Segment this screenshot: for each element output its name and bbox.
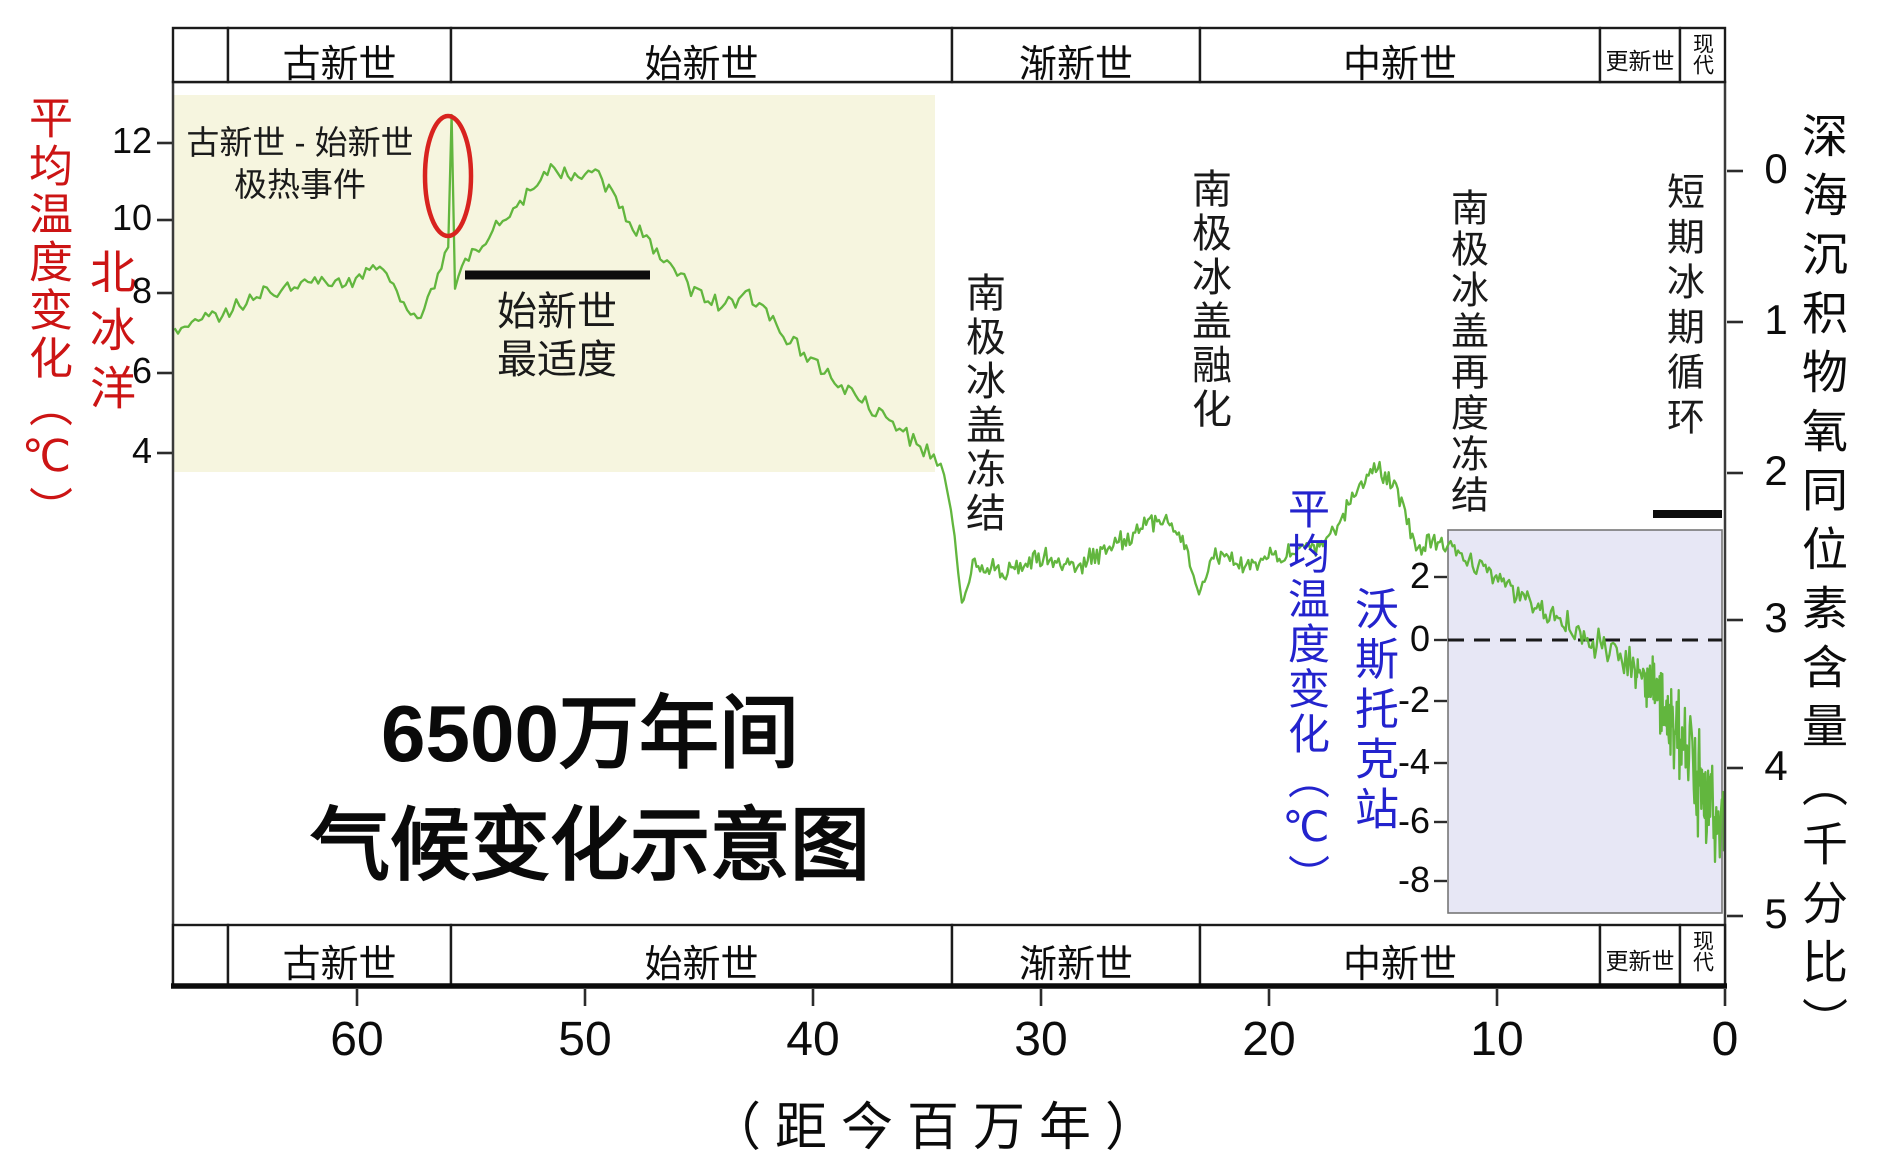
epoch-label-top-2: 始新世 (644, 43, 759, 86)
right-tick-label-0: 0 (1764, 145, 1788, 192)
epoch-cell (1198, 923, 1602, 987)
left-axis-title: 平均温度变化（℃） (22, 95, 71, 534)
right-tick-label-1: 1 (1764, 296, 1788, 343)
epoch-label-bottom-3: 渐新世 (1018, 943, 1133, 986)
epoch-cell (1678, 923, 1727, 987)
epoch-cell (1678, 26, 1727, 84)
vostok-inset-box (1447, 529, 1723, 914)
antarctic-freeze-label: 南极冰盖冻结 (960, 272, 1004, 536)
right-axis-title: 深海沉积物氧同位素含量（千分比） (1796, 112, 1848, 1056)
arctic-ocean-label: 北冰洋 (84, 248, 136, 422)
inset-tick-label-0: 0 (1409, 618, 1430, 659)
x-tick-label-60: 60 (330, 1013, 384, 1066)
chart-title-line2: 气候变化示意图 (310, 801, 870, 890)
epoch-cell (950, 26, 1202, 84)
epoch-label-top-5: 更新世 (1605, 47, 1675, 74)
petm-highlight-ellipse (422, 113, 474, 239)
eocene-optimum-line2: 最适度 (497, 338, 617, 382)
epoch-label-bottom-5: 更新世 (1605, 947, 1675, 974)
right-tick-label-4: 4 (1764, 742, 1788, 789)
epoch-label-bottom-6: 现代 (1690, 930, 1714, 972)
left-tick-label-8: 8 (131, 270, 152, 311)
inset-tick-label--2: -2 (1397, 679, 1430, 720)
petm-annotation-line1: 古新世 - 始新世 (186, 124, 414, 161)
ice-cycles-label: 短期冰期循环 (1660, 172, 1703, 442)
inset-tick-label-2: 2 (1409, 555, 1430, 596)
eocene-optimum-line1: 始新世 (497, 290, 617, 334)
eocene-optimum-annotation: 始新世 最适度 (407, 288, 707, 384)
epoch-cell (1598, 26, 1682, 84)
antarctic-melt-label: 南极冰盖融化 (1186, 168, 1230, 432)
vostok-station-label: 沃斯托克站 (1348, 586, 1397, 836)
x-tick-label-0: 0 (1711, 1013, 1739, 1066)
chart-title-line1: 6500万年间 (381, 689, 799, 778)
epoch-cell (1198, 26, 1602, 84)
epoch-cell (226, 923, 453, 987)
epoch-label-top-3: 渐新世 (1018, 43, 1133, 86)
epoch-cell (171, 923, 230, 987)
epoch-label-bottom-4: 中新世 (1342, 943, 1457, 986)
epoch-cell (226, 26, 453, 84)
epoch-cell (449, 923, 954, 987)
left-tick-label-6: 6 (131, 350, 152, 391)
epoch-label-bottom-1: 古新世 (282, 943, 397, 986)
epoch-label-bottom-2: 始新世 (644, 943, 759, 986)
right-tick-label-5: 5 (1764, 890, 1788, 937)
x-tick-label-20: 20 (1242, 1013, 1296, 1066)
x-tick-label-40: 40 (786, 1013, 840, 1066)
x-tick-label-30: 30 (1014, 1013, 1068, 1066)
right-tick-label-3: 3 (1764, 594, 1788, 641)
left-tick-label-10: 10 (111, 197, 152, 238)
epoch-cell (171, 26, 230, 84)
x-axis-caption: （距今百万年） (708, 1099, 1172, 1155)
inset-tick-label--6: -6 (1397, 800, 1430, 841)
petm-annotation: 古新世 - 始新世 极热事件 (150, 122, 450, 206)
isotope-temperature-curve (173, 113, 1726, 864)
chart-title: 6500万年间 气候变化示意图 (310, 678, 870, 902)
epoch-label-top-1: 古新世 (282, 43, 397, 86)
inset-tick-label--4: -4 (1397, 741, 1430, 782)
x-tick-label-10: 10 (1470, 1013, 1524, 1066)
left-tick-label-4: 4 (131, 430, 152, 471)
right-tick-label-2: 2 (1764, 447, 1788, 494)
epoch-label-top-6: 现代 (1690, 33, 1714, 75)
left-tick-label-12: 12 (111, 120, 152, 161)
epoch-label-top-4: 中新世 (1342, 43, 1457, 86)
petm-annotation-line2: 极热事件 (234, 166, 366, 203)
inset-axis-title: 平均温度变化（℃） (1282, 487, 1330, 899)
inset-tick-label--8: -8 (1397, 859, 1430, 900)
x-tick-label-50: 50 (558, 1013, 612, 1066)
antarctic-refreeze-label: 南极冰盖再度冻结 (1444, 188, 1487, 516)
epoch-cell (449, 26, 954, 84)
